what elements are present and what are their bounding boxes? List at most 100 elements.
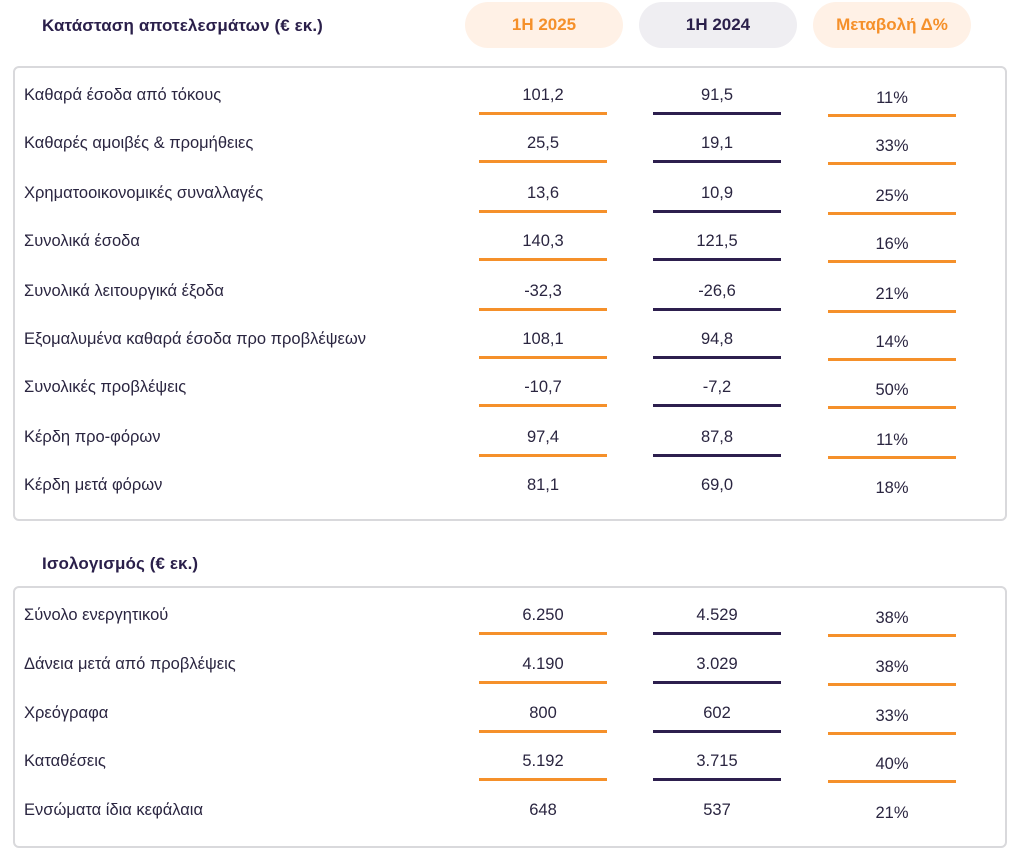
row-label: Σύνολο ενεργητικού (24, 606, 169, 624)
change-percent: 38% (875, 658, 909, 676)
underline-1h-2024 (653, 160, 781, 163)
value-1h-2024: 69,0 (700, 476, 734, 494)
underline-1h-2024 (653, 730, 781, 733)
underline-1h-2025 (479, 258, 607, 261)
value-1h-2025: 800 (529, 704, 557, 722)
value-1h-2025: 97,4 (526, 428, 560, 446)
value-1h-2024: 10,9 (700, 184, 734, 202)
value-1h-2025: 648 (529, 801, 557, 819)
change-percent: 40% (875, 755, 909, 773)
underline-change (828, 456, 956, 459)
row-label: Καταθέσεις (24, 752, 106, 770)
underline-1h-2024 (653, 308, 781, 311)
underline-1h-2025 (479, 404, 607, 407)
row-label: Δάνεια μετά από προβλέψεις (24, 655, 236, 673)
table-row: Καθαρές αμοιβές & προμήθειες 25,5 19,1 33% (15, 120, 1005, 168)
underline-change (828, 358, 956, 361)
underline-change (828, 780, 956, 783)
underline-change (828, 634, 956, 637)
row-label: Συνολικές προβλέψεις (24, 378, 187, 396)
value-1h-2025: 5.192 (522, 752, 564, 770)
table-row: Εξομαλυμένα καθαρά έσοδα προ προβλέψεων 1… (15, 316, 1005, 364)
underline-1h-2025 (479, 730, 607, 733)
change-percent: 50% (875, 381, 909, 399)
income-statement-table: Καθαρά έσοδα από τόκους 101,2 91,5 11% Καθαρ… (13, 66, 1007, 521)
underline-change (828, 406, 956, 409)
value-1h-2025: 6.250 (522, 606, 564, 624)
row-label: Χρεόγραφα (24, 704, 109, 722)
value-1h-2024: -26,6 (698, 282, 736, 300)
underline-1h-2025 (479, 308, 607, 311)
value-1h-2025: 25,5 (526, 134, 560, 152)
column-header-change-percent: Μεταβολή Δ% (813, 2, 971, 48)
value-1h-2024: 91,5 (700, 86, 734, 104)
underline-1h-2025 (479, 112, 607, 115)
table-row: Ενσώματα ίδια κεφάλαια 648 537 21% (15, 787, 1005, 835)
value-1h-2025: 13,6 (526, 184, 560, 202)
balance-sheet-table: Σύνολο ενεργητικού 6.250 4.529 38% Δάνεια με… (13, 586, 1007, 848)
value-1h-2024: 87,8 (700, 428, 734, 446)
change-percent: 33% (875, 137, 909, 155)
row-label: Κέρδη προ-φόρων (24, 428, 161, 446)
underline-1h-2025 (479, 454, 607, 457)
row-label: Καθαρές αμοιβές & προμήθειες (24, 134, 254, 152)
underline-1h-2024 (653, 112, 781, 115)
value-1h-2024: 537 (703, 801, 731, 819)
value-1h-2024: 19,1 (700, 134, 734, 152)
value-1h-2025: -10,7 (524, 378, 562, 396)
value-1h-2024: -7,2 (702, 378, 732, 396)
table-row: Συνολικά έσοδα 140,3 121,5 16% (15, 218, 1005, 266)
underline-change (828, 310, 956, 313)
underline-1h-2025 (479, 681, 607, 684)
table-row: Κέρδη προ-φόρων 97,4 87,8 11% (15, 414, 1005, 462)
underline-1h-2024 (653, 454, 781, 457)
value-1h-2025: 81,1 (526, 476, 560, 494)
underline-change (828, 162, 956, 165)
value-1h-2025: 101,2 (522, 86, 564, 104)
change-percent: 11% (876, 89, 908, 107)
change-percent: 25% (875, 187, 909, 205)
balance-sheet-title: Ισολογισμός (€ εκ.) (42, 554, 199, 573)
column-header-1h-2024: 1H 2024 (639, 2, 797, 48)
underline-1h-2025 (479, 632, 607, 635)
underline-change (828, 732, 956, 735)
value-1h-2024: 602 (703, 704, 731, 722)
row-label: Καθαρά έσοδα από τόκους (24, 86, 222, 104)
underline-1h-2025 (479, 356, 607, 359)
change-percent: 33% (875, 707, 909, 725)
change-percent: 16% (875, 235, 909, 253)
income-statement-title: Κατάσταση αποτελεσμάτων (€ εκ.) (42, 16, 323, 35)
table-row: Σύνολο ενεργητικού 6.250 4.529 38% (15, 592, 1005, 640)
underline-change (828, 212, 956, 215)
table-row: Χρεόγραφα 800 602 33% (15, 690, 1005, 738)
underline-change (828, 683, 956, 686)
row-label: Συνολικά έσοδα (24, 232, 140, 250)
underline-1h-2025 (479, 160, 607, 163)
change-percent: 11% (876, 431, 908, 449)
table-row: Καθαρά έσοδα από τόκους 101,2 91,5 11% (15, 72, 1005, 120)
underline-1h-2024 (653, 404, 781, 407)
change-percent: 21% (875, 285, 909, 303)
row-label: Χρηματοοικονομικές συναλλαγές (24, 184, 264, 202)
row-label: Εξομαλυμένα καθαρά έσοδα προ προβλέψεων (24, 330, 366, 348)
underline-change (828, 114, 956, 117)
change-percent: 14% (875, 333, 909, 351)
underline-1h-2024 (653, 681, 781, 684)
table-row: Δάνεια μετά από προβλέψεις 4.190 3.029 38% (15, 641, 1005, 689)
change-percent: 18% (875, 479, 909, 497)
underline-1h-2024 (653, 778, 781, 781)
underline-1h-2025 (479, 778, 607, 781)
underline-change (828, 260, 956, 263)
value-1h-2024: 3.715 (696, 752, 738, 770)
value-1h-2025: -32,3 (524, 282, 562, 300)
value-1h-2025: 108,1 (522, 330, 564, 348)
table-row: Συνολικά λειτουργικά έξοδα -32,3 -26,6 21% (15, 268, 1005, 316)
change-percent: 38% (875, 609, 909, 627)
change-percent: 21% (875, 804, 909, 822)
value-1h-2024: 3.029 (696, 655, 738, 673)
underline-1h-2025 (479, 210, 607, 213)
underline-1h-2024 (653, 210, 781, 213)
row-label: Ενσώματα ίδια κεφάλαια (24, 801, 204, 819)
value-1h-2024: 94,8 (700, 330, 734, 348)
value-1h-2024: 4.529 (696, 606, 738, 624)
